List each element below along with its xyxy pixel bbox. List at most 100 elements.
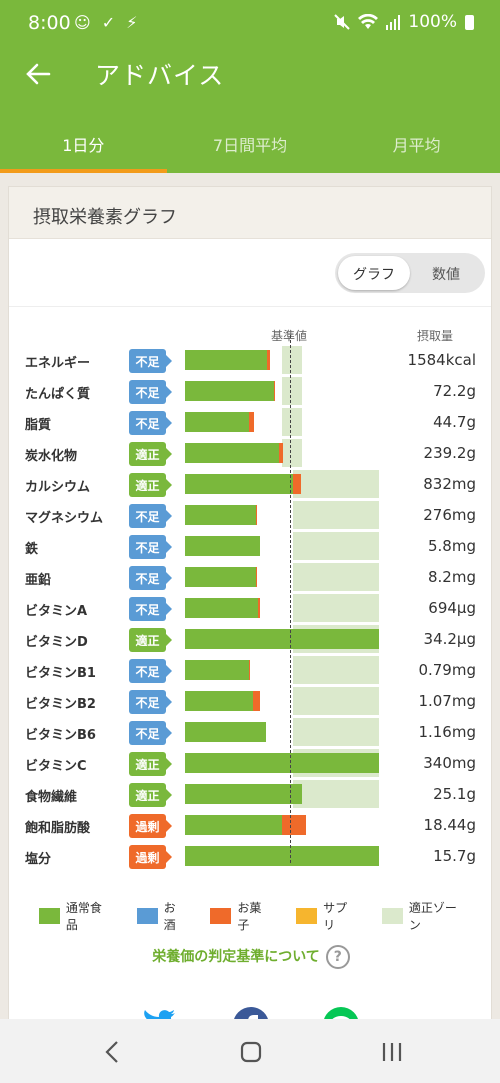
nutrient-name: 亜鉛 [25, 573, 52, 588]
status-badge: 過剰 [129, 845, 172, 869]
graph-view-button[interactable]: グラフ [338, 256, 410, 290]
legend: 通常食品 お酒 お菓子 サプリ 適正ゾーン [39, 899, 491, 933]
nutrient-name: 炭水化物 [25, 449, 78, 464]
proper-zone-band [293, 594, 380, 622]
intake-value: 15.7g [433, 847, 476, 865]
nutrient-row: 鉄 不足 5.8mg [9, 532, 493, 563]
nutrient-row: ビタミンB1 不足 0.79mg [9, 656, 493, 687]
nutrient-row: 亜鉛 不足 8.2mg [9, 563, 493, 594]
page-title: アドバイス [95, 61, 225, 90]
mute-icon [334, 14, 351, 30]
nutrient-graph-card: 摂取栄養素グラフ グラフ 数値 基準値 摂取量 エネルギー 不足 1584kcal た… [8, 186, 492, 1046]
proper-zone-band [293, 470, 380, 498]
legend-swatch-alcohol [136, 908, 158, 924]
nav-recents-icon[interactable] [372, 1037, 412, 1067]
status-badge: 過剰 [129, 814, 172, 838]
intake-value: 44.7g [433, 413, 476, 431]
nutrient-name: ビタミンC [25, 759, 87, 774]
standard-line [290, 335, 291, 863]
intake-value: 34.2μg [423, 630, 476, 648]
nutrient-row: マグネシウム 不足 276mg [9, 501, 493, 532]
proper-zone-band [293, 718, 380, 746]
sweets-bar [253, 691, 260, 711]
sweets-bar [248, 412, 255, 432]
period-tabs: 1日分 7日間平均 月平均 [0, 120, 500, 173]
tab-one-day[interactable]: 1日分 [0, 120, 167, 173]
intake-value: 5.8mg [428, 537, 476, 555]
sweets-bar [273, 381, 275, 401]
intake-value: 1.16mg [418, 723, 476, 741]
intake-value: 18.44g [423, 816, 476, 834]
sweets-bar [248, 660, 250, 680]
sweets-bar [282, 815, 306, 835]
intake-header: 摂取量 [417, 329, 454, 343]
nutrient-row: 脂質 不足 44.7g [9, 408, 493, 439]
status-badge: 適正 [129, 752, 172, 776]
back-arrow-icon[interactable] [22, 58, 54, 90]
nav-home-icon[interactable] [231, 1037, 271, 1067]
intake-value: 340mg [423, 754, 476, 772]
legend-swatch-sweets [210, 908, 232, 924]
legend-swatch-normal-food [39, 908, 60, 924]
intake-value: 1.07mg [418, 692, 476, 710]
proper-zone-band [282, 346, 302, 374]
nutrient-name: ビタミンB1 [25, 666, 96, 681]
nutrient-name: ビタミンB6 [25, 728, 96, 743]
status-badge: 不足 [129, 566, 172, 590]
normal-food-bar [185, 350, 268, 370]
intake-value: 1584kcal [407, 351, 476, 369]
nutrient-name: ビタミンA [25, 604, 88, 619]
sweets-bar [256, 567, 258, 587]
tab-seven-day-average[interactable]: 7日間平均 [212, 136, 288, 155]
intake-value: 239.2g [423, 444, 476, 462]
normal-food-bar [185, 660, 249, 680]
nutrient-row: 飽和脂肪酸 過剰 18.44g [9, 811, 493, 842]
intake-value: 8.2mg [428, 568, 476, 586]
sweets-bar [256, 505, 258, 525]
status-badge: 適正 [129, 783, 172, 807]
legend-swatch-supplement [296, 908, 318, 924]
notification-icons: ☺ ✓ ⚡ [74, 13, 141, 32]
normal-food-bar [185, 412, 249, 432]
judgment-criteria-link[interactable]: 栄養価の判定基準について? [9, 945, 493, 969]
nutrient-name: 飽和脂肪酸 [25, 821, 91, 836]
tab-monthly-average[interactable]: 月平均 [392, 136, 441, 155]
status-badge: 適正 [129, 473, 172, 497]
status-badge: 不足 [129, 380, 172, 404]
status-time: 8:00 [28, 12, 71, 34]
nutrient-row: ビタミンB2 不足 1.07mg [9, 687, 493, 718]
normal-food-bar [185, 567, 257, 587]
numeric-view-button[interactable]: 数値 [432, 267, 460, 283]
proper-zone-band [293, 687, 380, 715]
status-bar: 8:00 ☺ ✓ ⚡ 100% [0, 0, 500, 48]
intake-value: 25.1g [433, 785, 476, 803]
intake-value: 72.2g [433, 382, 476, 400]
legend-label: 通常食品 [65, 901, 102, 932]
status-badge: 不足 [129, 411, 172, 435]
legend-item: お酒 [136, 899, 188, 933]
sweets-bar [258, 598, 260, 618]
nutrient-name: たんぱく質 [25, 387, 91, 402]
status-badge: 不足 [129, 690, 172, 714]
status-right: 100% [334, 12, 474, 32]
intake-value: 694μg [428, 599, 476, 617]
battery-icon [465, 14, 474, 30]
legend-item: 通常食品 [39, 899, 114, 933]
normal-food-bar [185, 691, 254, 711]
legend-item: サプリ [296, 899, 359, 933]
normal-food-bar [185, 784, 302, 804]
legend-item: 適正ゾーン [381, 899, 468, 933]
nav-back-icon[interactable] [93, 1037, 133, 1067]
normal-food-bar [185, 846, 380, 866]
nutrient-row: 炭水化物 適正 239.2g [9, 439, 493, 470]
question-icon[interactable]: ? [325, 945, 350, 969]
normal-food-bar [185, 443, 279, 463]
normal-food-bar [185, 753, 380, 773]
proper-zone-band [293, 656, 380, 684]
nutrient-name: 鉄 [25, 542, 39, 557]
judgment-criteria-label[interactable]: 栄養価の判定基準について [152, 949, 320, 965]
nutrient-row: ビタミンB6 不足 1.16mg [9, 718, 493, 749]
normal-food-bar [185, 505, 257, 525]
normal-food-bar [185, 815, 283, 835]
nutrient-row: 食物繊維 適正 25.1g [9, 780, 493, 811]
